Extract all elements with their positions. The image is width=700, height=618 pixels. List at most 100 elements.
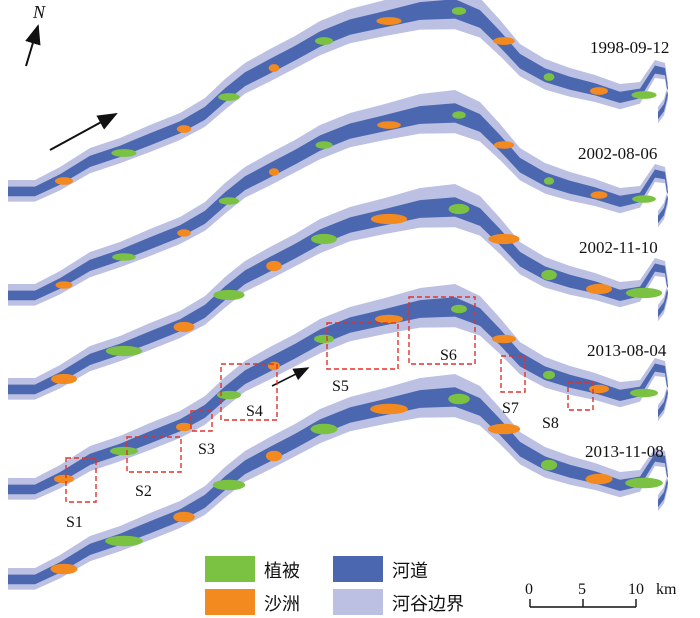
- site-label-s1: S1: [66, 514, 83, 531]
- vegetation-patch: [543, 177, 555, 185]
- legend: 植被 河道 沙洲 河谷边界: [205, 556, 464, 615]
- vegetation-patch: [213, 289, 245, 301]
- sandbar-patch: [376, 17, 402, 25]
- site-box-s3: [190, 410, 213, 432]
- sandbar-patch: [589, 384, 609, 394]
- sandbar-patch: [51, 373, 77, 385]
- vegetation-patch: [543, 73, 555, 81]
- date-label-2002-11-10: 2002-11-10: [579, 238, 658, 257]
- sandbar-patch: [370, 403, 408, 415]
- vegetation-patch: [632, 195, 656, 203]
- legend-swatch-channel: [333, 556, 383, 582]
- sandbar-patch: [266, 260, 282, 272]
- legend-swatch-sandbar: [205, 589, 255, 615]
- vegetation-patch: [311, 233, 337, 245]
- sandbar-patch: [50, 563, 78, 575]
- scale-unit: km: [656, 581, 677, 598]
- sandbar-patch: [176, 422, 192, 432]
- sandbar-patch: [55, 177, 73, 185]
- vegetation-patch: [315, 141, 333, 149]
- sandbar-patch: [173, 511, 195, 523]
- site-label-s2: S2: [135, 483, 152, 500]
- river-strip: [8, 374, 668, 590]
- scale-bar: 0 5 10 km: [525, 581, 677, 608]
- vegetation-patch: [451, 304, 467, 314]
- scale-tick-0: 0: [525, 581, 533, 598]
- legend-label-channel: 河道: [392, 561, 428, 582]
- sandbar-patch: [493, 37, 515, 45]
- sandbar-patch: [268, 168, 280, 176]
- river-channel: [8, 0, 668, 197]
- vegetation-patch: [452, 111, 466, 119]
- site-box-s7: [500, 355, 526, 393]
- site-box-s2: [126, 436, 182, 473]
- vegetation-patch: [451, 7, 467, 15]
- vegetation-patch: [105, 535, 143, 547]
- legend-label-sandbar: 沙洲: [264, 594, 300, 615]
- vegetation-patch: [448, 203, 470, 215]
- valley-boundary-area: [8, 0, 668, 202]
- site-box-s1: [65, 457, 97, 503]
- site-box-s5: [326, 322, 399, 370]
- flow-arrow: [49, 113, 118, 151]
- date-label-1998-09-12: 1998-09-12: [590, 38, 669, 57]
- vegetation-patch: [314, 334, 334, 344]
- scale-tick-5: 5: [578, 581, 586, 598]
- sandbar-patch: [55, 281, 73, 289]
- site-label-s6: S6: [440, 347, 457, 364]
- vegetation-patch: [218, 93, 240, 101]
- site-box-s8: [567, 381, 594, 411]
- sandbar-patch: [585, 473, 613, 485]
- sandbar-patch: [265, 450, 283, 462]
- sandbar-patch: [586, 283, 612, 295]
- north-arrow: N: [25, 2, 46, 67]
- vegetation-patch: [625, 287, 663, 299]
- sandbar-patch: [176, 125, 192, 133]
- site-boxes: [65, 296, 594, 503]
- date-label-2013-08-04: 2013-08-04: [587, 341, 667, 360]
- vegetation-patch: [212, 479, 246, 491]
- sandbar-patch: [375, 314, 403, 324]
- sandbar-patch: [492, 334, 516, 344]
- sandbar-patch: [54, 474, 74, 484]
- river-strip: [8, 184, 668, 400]
- vegetation-patch: [541, 269, 557, 281]
- sandbar-patch: [370, 213, 408, 225]
- site-label-s7: S7: [502, 400, 519, 417]
- river-channel: [8, 103, 668, 301]
- vegetation-patch: [110, 446, 138, 456]
- vegetation-patch: [315, 37, 333, 45]
- legend-label-vegetation: 植被: [264, 561, 300, 582]
- sandbar-patch: [377, 121, 401, 129]
- site-label-s5: S5: [332, 378, 349, 395]
- vegetation-patch: [625, 477, 663, 489]
- river-channel: [8, 297, 668, 495]
- sandbar-patch: [590, 87, 608, 95]
- sandbar-patch: [268, 64, 280, 72]
- site-box-s6: [408, 296, 476, 365]
- date-label-2002-08-06: 2002-08-06: [578, 144, 657, 163]
- sandbar-patch: [487, 423, 521, 435]
- legend-swatch-valley-boundary: [333, 589, 383, 615]
- north-label: N: [32, 2, 46, 22]
- river-channel: [8, 197, 668, 395]
- vegetation-patch: [631, 91, 657, 99]
- legend-swatch-vegetation: [205, 556, 255, 582]
- vegetation-patch: [540, 459, 558, 471]
- river-strip: [8, 284, 668, 500]
- legend-label-valley-boundary: 河谷边界: [392, 594, 464, 615]
- date-label-2013-11-08: 2013-11-08: [585, 442, 664, 461]
- river-channel: [8, 387, 668, 585]
- site-label-s8: S8: [542, 415, 559, 432]
- vegetation-patch: [105, 345, 143, 357]
- sandbar-patch: [268, 361, 280, 371]
- flow-arrow-small: [271, 367, 310, 387]
- vegetation-patch: [543, 370, 555, 380]
- vegetation-patch: [112, 253, 136, 261]
- scale-tick-10: 10: [628, 581, 644, 598]
- sandbar-patch: [493, 141, 515, 149]
- site-box-s4: [220, 363, 278, 421]
- sandbar-patch: [590, 191, 608, 199]
- sandbar-patch: [173, 321, 195, 333]
